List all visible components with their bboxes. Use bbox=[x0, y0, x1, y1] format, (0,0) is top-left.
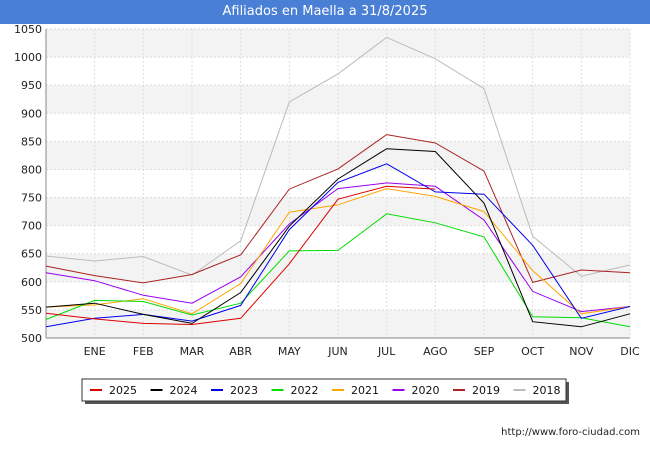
x-tick-label: MAY bbox=[278, 345, 301, 358]
x-tick-label: OCT bbox=[521, 345, 544, 358]
x-tick-label: NOV bbox=[569, 345, 594, 358]
x-tick-label: JUL bbox=[377, 345, 396, 358]
source-url[interactable]: http://www.foro-ciudad.com bbox=[501, 427, 640, 438]
y-tick-label: 500 bbox=[21, 332, 42, 345]
legend-label-2021: 2021 bbox=[351, 384, 379, 397]
y-tick-label: 950 bbox=[21, 79, 42, 92]
y-tick-label: 700 bbox=[21, 220, 42, 233]
x-tick-label: JUN bbox=[327, 345, 348, 358]
y-tick-label: 550 bbox=[21, 304, 42, 317]
y-tick-label: 600 bbox=[21, 276, 42, 289]
legend-label-2023: 2023 bbox=[230, 384, 258, 397]
legend-box bbox=[81, 378, 567, 402]
series-line-2018 bbox=[45, 36, 631, 277]
plot-area bbox=[46, 29, 630, 338]
y-tick-label: 1000 bbox=[14, 51, 42, 64]
legend-label-2019: 2019 bbox=[472, 384, 500, 397]
y-tick-label: 850 bbox=[21, 135, 42, 148]
y-tick-label: 750 bbox=[21, 192, 42, 205]
y-tick-label: 650 bbox=[21, 248, 42, 261]
series-line-2019 bbox=[45, 134, 631, 284]
x-tick-label: AGO bbox=[423, 345, 448, 358]
legend-label-2024: 2024 bbox=[170, 384, 198, 397]
legend-label-2025: 2025 bbox=[109, 384, 137, 397]
series-line-2020 bbox=[45, 182, 631, 313]
series-line-2021 bbox=[45, 188, 631, 315]
series-line-2024 bbox=[45, 148, 631, 328]
series-line-2025 bbox=[45, 185, 436, 326]
x-tick-label: MAR bbox=[180, 345, 205, 358]
y-tick-label: 1050 bbox=[14, 23, 42, 36]
y-tick-label: 900 bbox=[21, 107, 42, 120]
legend-label-2018: 2018 bbox=[533, 384, 561, 397]
x-tick-label: DIC bbox=[620, 345, 640, 358]
series-line-2022 bbox=[45, 213, 631, 328]
y-tick-label: 800 bbox=[21, 163, 42, 176]
x-tick-label: FEB bbox=[133, 345, 154, 358]
legend-label-2022: 2022 bbox=[291, 384, 319, 397]
x-tick-label: ABR bbox=[229, 345, 252, 358]
legend-label-2020: 2020 bbox=[412, 384, 440, 397]
chart-title: Afiliados en Maella a 31/8/2025 bbox=[0, 0, 650, 24]
x-tick-label: ENE bbox=[84, 345, 106, 358]
x-tick-label: SEP bbox=[474, 345, 495, 358]
